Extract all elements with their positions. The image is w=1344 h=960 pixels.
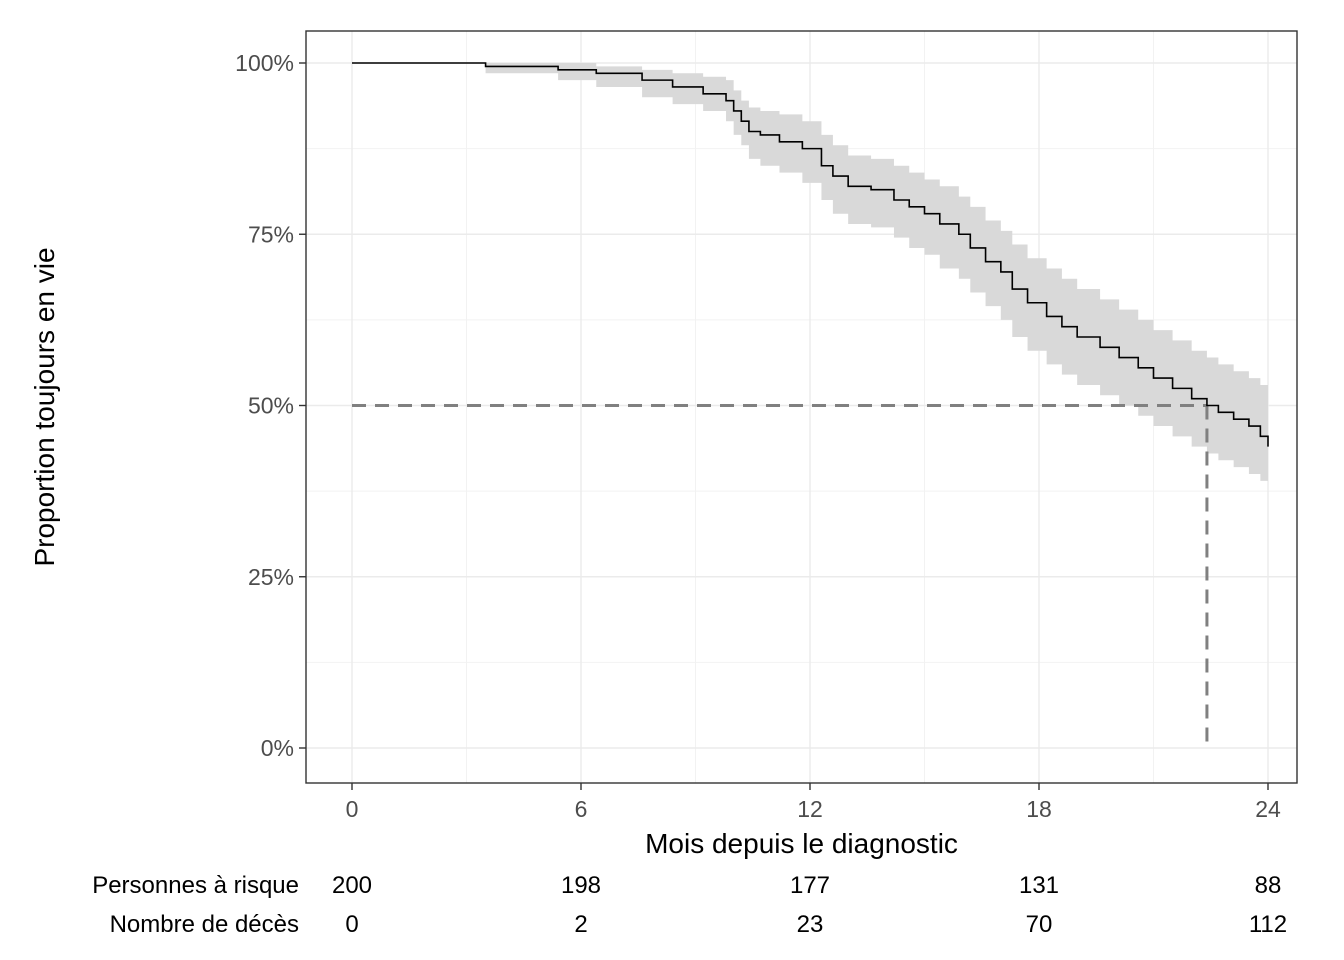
survival-curve: [352, 62, 1269, 447]
x-axis-ticks: 0 6 12 18 24: [346, 783, 1281, 822]
x-tick-label: 24: [1255, 796, 1281, 822]
x-tick-label: 18: [1026, 796, 1052, 822]
risk-value: 112: [1249, 911, 1287, 938]
y-tick-label: 100%: [235, 50, 294, 76]
risk-row-label: Nombre de décès: [110, 911, 299, 938]
risk-value: 200: [332, 872, 372, 899]
y-tick-label: 50%: [248, 393, 294, 419]
risk-value: 23: [797, 911, 824, 938]
risk-value: 198: [561, 872, 601, 899]
x-tick-label: 12: [797, 796, 823, 822]
risk-value: 2: [574, 911, 587, 938]
panel-border: [305, 30, 1298, 784]
y-axis-ticks: 0% 25% 50% 75% 100%: [235, 50, 306, 761]
y-axis-title: Proportion toujours en vie: [29, 247, 60, 566]
grid-minor: [306, 31, 1297, 783]
risk-value: 177: [790, 872, 830, 899]
median-reference-lines: [352, 404, 1209, 742]
risk-value: 131: [1019, 872, 1059, 899]
risk-table: Personnes à risque 200 198 177 131 88 Nombre d…: [92, 872, 1287, 938]
risk-row-label: Personnes à risque: [92, 872, 299, 899]
risk-value: 70: [1026, 911, 1053, 938]
x-axis-title: Mois depuis le diagnostic: [645, 828, 958, 859]
risk-value: 88: [1255, 872, 1282, 899]
y-tick-label: 0%: [261, 735, 294, 761]
x-tick-label: 0: [346, 796, 359, 822]
x-tick-label: 6: [575, 796, 588, 822]
y-tick-label: 75%: [248, 221, 294, 247]
risk-value: 0: [345, 911, 358, 938]
survival-step-line: [352, 62, 1269, 447]
y-tick-label: 25%: [248, 564, 294, 590]
